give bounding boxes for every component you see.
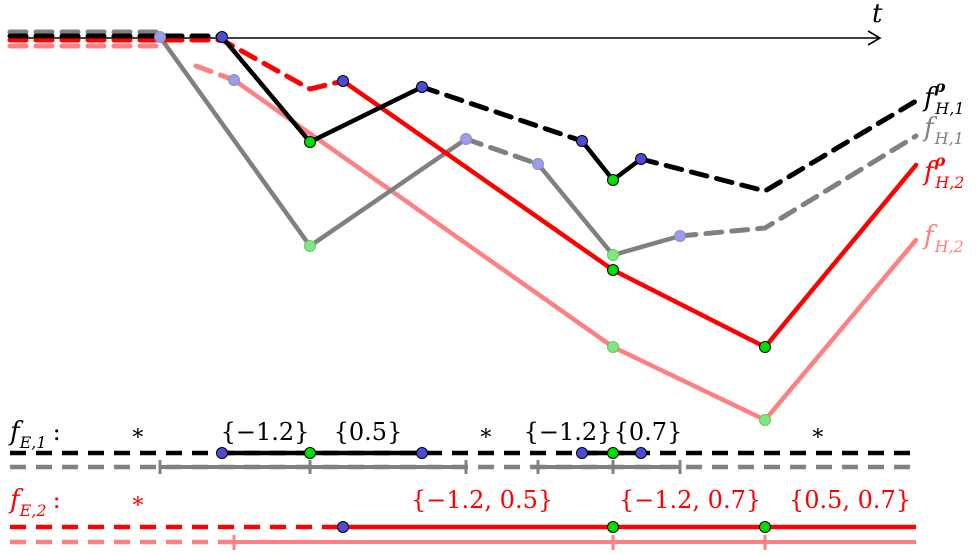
row2-set: {−1.2, 0.5}	[411, 486, 553, 514]
row1-label: fE,1:	[8, 417, 61, 452]
row1-set: ∗	[131, 421, 146, 446]
node	[576, 135, 588, 147]
node	[607, 249, 619, 261]
node	[607, 264, 619, 276]
node	[337, 75, 349, 87]
row-fE1: fE,1: ∗ {−1.2} {0.5} ∗ {−1.2} {0.7} ∗	[8, 417, 916, 474]
row2-set: {0.5, 0.7}	[789, 486, 911, 514]
axis-label-t: t	[872, 0, 883, 29]
row1-ticks	[158, 460, 682, 474]
node	[216, 31, 228, 43]
row1-set: {0.7}	[614, 418, 683, 446]
node	[607, 521, 619, 533]
node	[576, 447, 588, 459]
node	[416, 81, 428, 93]
label-fH1-rho: fρ H,1	[922, 77, 964, 118]
label-fH2-rho: fρ H,2	[922, 151, 964, 192]
node	[460, 133, 472, 145]
node	[759, 521, 771, 533]
row-fE2: fE,2: ∗ {−1.2, 0.5} {−1.2, 0.7} {0.5, 0.…	[8, 485, 916, 550]
node	[759, 341, 771, 353]
node	[216, 447, 228, 459]
row2-ticks	[232, 535, 767, 550]
node	[635, 153, 647, 165]
node	[304, 136, 316, 148]
node	[228, 74, 240, 86]
curve-labels: fρ H,1 fH,1 fρ H,2 fH,2	[922, 77, 964, 256]
node	[304, 447, 316, 459]
node	[607, 341, 619, 353]
row2-set: ∗	[131, 489, 146, 514]
node	[416, 447, 428, 459]
row1-set: {−1.2}	[221, 418, 310, 446]
curve-fH2	[7, 43, 919, 423]
curve-nodes	[154, 31, 771, 426]
node	[304, 240, 316, 252]
row1-set: ∗	[479, 421, 494, 446]
row1-set: {−1.2}	[524, 418, 613, 446]
row2-set: {−1.2, 0.7}	[619, 486, 761, 514]
node	[154, 31, 166, 43]
label-fH2: fH,2	[922, 221, 964, 256]
row2-label: fE,2:	[8, 485, 61, 520]
row1-set: {0.5}	[334, 418, 403, 446]
curve-fH1-rho	[7, 33, 919, 194]
row1-set: ∗	[811, 421, 826, 446]
node	[532, 158, 544, 170]
node	[337, 521, 349, 533]
node	[607, 447, 619, 459]
label-fH1: fH,1	[922, 113, 964, 148]
node	[759, 414, 771, 426]
node	[607, 174, 619, 186]
node	[635, 447, 647, 459]
curve-fH2-rho	[7, 37, 919, 350]
node	[674, 230, 686, 242]
